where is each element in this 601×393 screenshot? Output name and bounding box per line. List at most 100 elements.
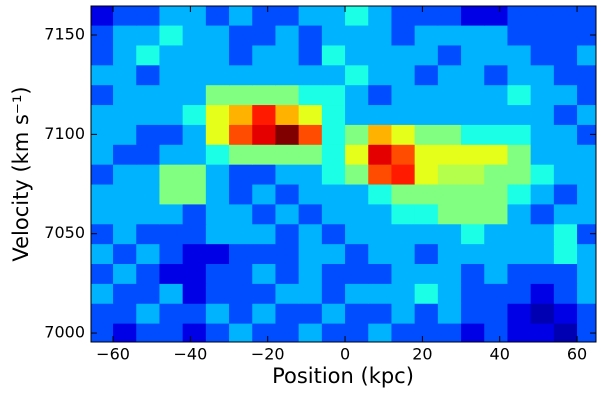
heat-cell [182, 124, 207, 145]
heat-cell [298, 6, 323, 26]
heat-cell [414, 144, 439, 165]
heat-cell [252, 144, 276, 165]
heat-cell [252, 124, 276, 145]
heat-cell [229, 144, 253, 165]
heat-cell [530, 263, 555, 284]
heat-cell [437, 44, 462, 66]
heat-cell [298, 144, 323, 165]
heat-cell [507, 323, 532, 342]
heat-cell [345, 84, 369, 106]
heat-cell [159, 303, 184, 324]
heat-cell [461, 64, 485, 86]
heat-cell [321, 263, 346, 284]
heat-cell [205, 6, 230, 26]
heat-cell [113, 44, 137, 66]
heat-cell [91, 243, 114, 265]
heat-cell [136, 6, 160, 26]
heat-cell [507, 64, 532, 86]
heat-cell [182, 104, 207, 125]
heat-cell [345, 323, 369, 342]
heat-cell [368, 84, 392, 106]
heat-cell [461, 144, 485, 165]
heat-cell [530, 104, 555, 125]
heat-cell [321, 323, 346, 342]
heat-cell [298, 64, 323, 86]
heat-cell [553, 263, 578, 284]
heat-cell [577, 303, 596, 324]
heat-cell [159, 104, 184, 125]
heat-cell [414, 263, 439, 284]
heat-cell [577, 263, 596, 284]
heat-cell [461, 323, 485, 342]
x-tick-label: 40 [490, 345, 510, 364]
heat-cell [507, 104, 532, 125]
heat-cell [553, 124, 578, 145]
heat-cell [91, 6, 114, 26]
heat-cell [507, 203, 532, 225]
heat-cell [345, 184, 369, 205]
heat-cell [484, 203, 508, 225]
heat-cell [577, 283, 596, 304]
heat-cell [229, 124, 253, 145]
heat-cell [113, 184, 137, 205]
heat-cell [298, 124, 323, 145]
heat-cell [414, 184, 439, 205]
heat-cell [530, 303, 555, 324]
heat-cell [507, 144, 532, 165]
heat-cell [136, 303, 160, 324]
heat-cell [91, 184, 114, 205]
heat-cell [252, 263, 276, 284]
heat-cell [252, 6, 276, 26]
plot-frame [90, 5, 597, 343]
heat-cell [275, 263, 300, 284]
heat-cell [91, 263, 114, 284]
heat-cell [136, 84, 160, 106]
heat-cell [298, 323, 323, 342]
heat-cell [321, 243, 346, 265]
heat-cell [321, 25, 346, 46]
heat-cell [461, 6, 485, 26]
heat-cell [229, 263, 253, 284]
heat-cell [182, 6, 207, 26]
heat-cell [298, 203, 323, 225]
heat-cell [391, 124, 416, 145]
heat-cell [113, 283, 137, 304]
heat-cell [136, 124, 160, 145]
heat-cell [136, 263, 160, 284]
heat-cell [484, 64, 508, 86]
heat-cell [205, 263, 230, 284]
heat-cell [275, 144, 300, 165]
heat-cell [321, 144, 346, 165]
heat-cell [345, 64, 369, 86]
heat-cell [91, 164, 114, 185]
heat-cell [414, 283, 439, 304]
heat-cell [437, 323, 462, 342]
heat-cell [484, 44, 508, 66]
heat-cell [437, 104, 462, 125]
heat-cell [577, 104, 596, 125]
heat-cell [182, 203, 207, 225]
heat-cell [252, 184, 276, 205]
heat-cell [414, 104, 439, 125]
heat-cell [345, 263, 369, 284]
heat-cell [345, 203, 369, 225]
heat-cell [507, 6, 532, 26]
heat-cell [484, 144, 508, 165]
heat-cell [391, 64, 416, 86]
heat-cell [252, 303, 276, 324]
heat-cell [368, 184, 392, 205]
heat-cell [461, 124, 485, 145]
heat-cell [159, 223, 184, 245]
heat-cell [91, 64, 114, 86]
heat-cell [553, 283, 578, 304]
heat-cell [229, 283, 253, 304]
heat-cell [136, 104, 160, 125]
heat-cell [252, 203, 276, 225]
heat-cell [159, 203, 184, 225]
heat-cell [484, 124, 508, 145]
heat-cell [577, 44, 596, 66]
heat-cell [345, 6, 369, 26]
heat-cell [368, 323, 392, 342]
heat-cell [298, 283, 323, 304]
heat-cell [530, 144, 555, 165]
